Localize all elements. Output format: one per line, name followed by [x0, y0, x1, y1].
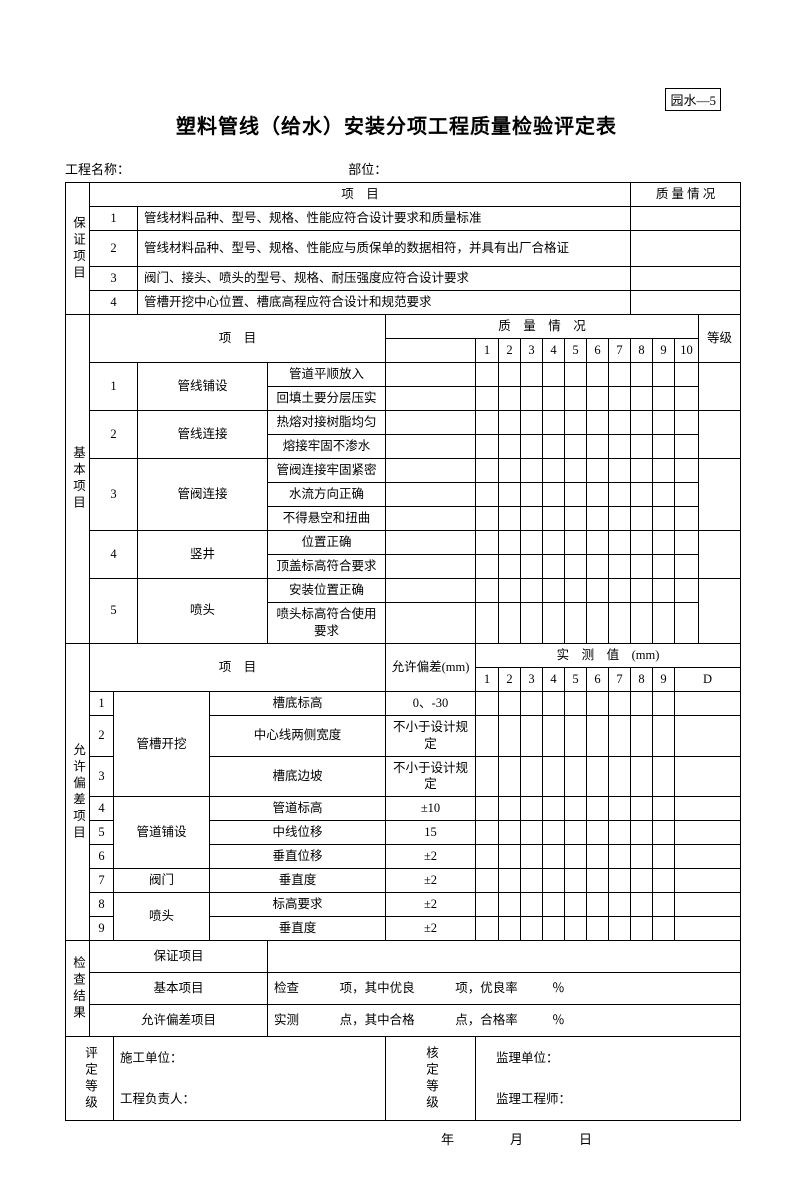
tolerance-row: 8喷头 标高要求±2 — [66, 893, 741, 917]
num-cell: 2 — [499, 339, 521, 363]
tolerance-row: 7阀门 垂直度±2 — [66, 869, 741, 893]
form-code-stamp: 园水—5 — [665, 88, 721, 111]
basic-row: 4 竖井 位置正确 — [66, 531, 741, 555]
basic-row: 1 管线铺设 管道平顺放入 — [66, 363, 741, 387]
col-grade-header: 等级 — [699, 315, 741, 363]
section-tolerance: 允许偏差项目 — [66, 643, 90, 941]
guarantee-text: 管线材料品种、型号、规格、性能应与质保单的数据相符，并具有出厂合格证 — [138, 231, 631, 267]
tolerance-row: 4管道铺设 管道标高±10 — [66, 797, 741, 821]
num-cell: D — [675, 667, 741, 691]
num-cell: 8 — [631, 339, 653, 363]
col-item-header: 项 目 — [90, 183, 631, 207]
num-cell: 1 — [476, 339, 499, 363]
num-cell: 4 — [543, 667, 565, 691]
results-basic-label: 基本项目 — [90, 973, 268, 1005]
guarantee-row: 4管槽开挖中心位置、槽底高程应符合设计和规范要求 — [66, 291, 741, 315]
guarantee-text: 阀门、接头、喷头的型号、规格、耐压强度应符合设计要求 — [138, 267, 631, 291]
num-cell: 6 — [587, 339, 609, 363]
num-cell: 5 — [565, 339, 587, 363]
eval-supervise-engineer: 监理工程师： — [476, 1079, 741, 1121]
num-cell: 1 — [476, 667, 499, 691]
col-status-header: 质 量 情 况 — [631, 183, 741, 207]
section-results: 检查结果 — [66, 941, 90, 1037]
num-cell: 6 — [587, 667, 609, 691]
num-cell: 10 — [675, 339, 699, 363]
num-cell: 3 — [521, 667, 543, 691]
basic-row: 2 管线连接 热熔对接树脂均匀 — [66, 411, 741, 435]
num-cell: 7 — [609, 339, 631, 363]
project-name-label: 工程名称： — [65, 159, 345, 178]
num-cell: 2 — [499, 667, 521, 691]
num-cell: 9 — [653, 667, 675, 691]
eval-mid-label: 核定等级 — [386, 1037, 476, 1121]
eval-construct-unit: 施工单位： — [114, 1037, 386, 1079]
tolerance-row: 1管槽开挖 槽底标高0、-30 — [66, 691, 741, 715]
basic-row: 3 管阀连接 管阀连接牢固紧密 — [66, 459, 741, 483]
num-cell: 9 — [653, 339, 675, 363]
date-row: 年月日 — [65, 1129, 728, 1148]
header-row: 工程名称： 部位： — [65, 159, 728, 178]
col-item-header: 项 目 — [90, 315, 386, 363]
inspection-table: 保证项目 项 目 质 量 情 况 1管线材料品种、型号、规格、性能应符合设计要求… — [65, 182, 741, 1121]
guarantee-text: 管线材料品种、型号、规格、性能应符合设计要求和质量标准 — [138, 207, 631, 231]
results-tolerance-text: 实测 点，其中合格 点，合格率 ％ — [268, 1005, 741, 1037]
col-item-header: 项 目 — [90, 643, 386, 691]
guarantee-text: 管槽开挖中心位置、槽底高程应符合设计和规范要求 — [138, 291, 631, 315]
page-title: 塑料管线（给水）安装分项工程质量检验评定表 — [65, 110, 728, 139]
guarantee-row: 2管线材料品种、型号、规格、性能应与质保单的数据相符，并具有出厂合格证 — [66, 231, 741, 267]
results-guarantee-label: 保证项目 — [90, 941, 268, 973]
col-tolerance-header: 允许偏差(mm) — [386, 643, 476, 691]
results-tolerance-label: 允许偏差项目 — [90, 1005, 268, 1037]
col-status-header: 质 量 情 况 — [386, 315, 699, 339]
col-measure-header: 实 测 值 (mm) — [476, 643, 741, 667]
num-cell: 8 — [631, 667, 653, 691]
section-eval: 评定等级 — [66, 1037, 114, 1121]
num-cell: 7 — [609, 667, 631, 691]
unit-label: 部位： — [348, 159, 387, 178]
num-cell: 4 — [543, 339, 565, 363]
num-cell: 3 — [521, 339, 543, 363]
eval-project-lead: 工程负责人： — [114, 1079, 386, 1121]
guarantee-row: 3阀门、接头、喷头的型号、规格、耐压强度应符合设计要求 — [66, 267, 741, 291]
basic-row: 5 喷头 安装位置正确 — [66, 579, 741, 603]
section-guarantee: 保证项目 — [66, 183, 90, 315]
section-basic: 基本项目 — [66, 315, 90, 644]
num-cell: 5 — [565, 667, 587, 691]
guarantee-row: 1管线材料品种、型号、规格、性能应符合设计要求和质量标准 — [66, 207, 741, 231]
results-basic-text: 检查 项，其中优良 项，优良率 ％ — [268, 973, 741, 1005]
eval-supervise-unit: 监理单位： — [476, 1037, 741, 1079]
